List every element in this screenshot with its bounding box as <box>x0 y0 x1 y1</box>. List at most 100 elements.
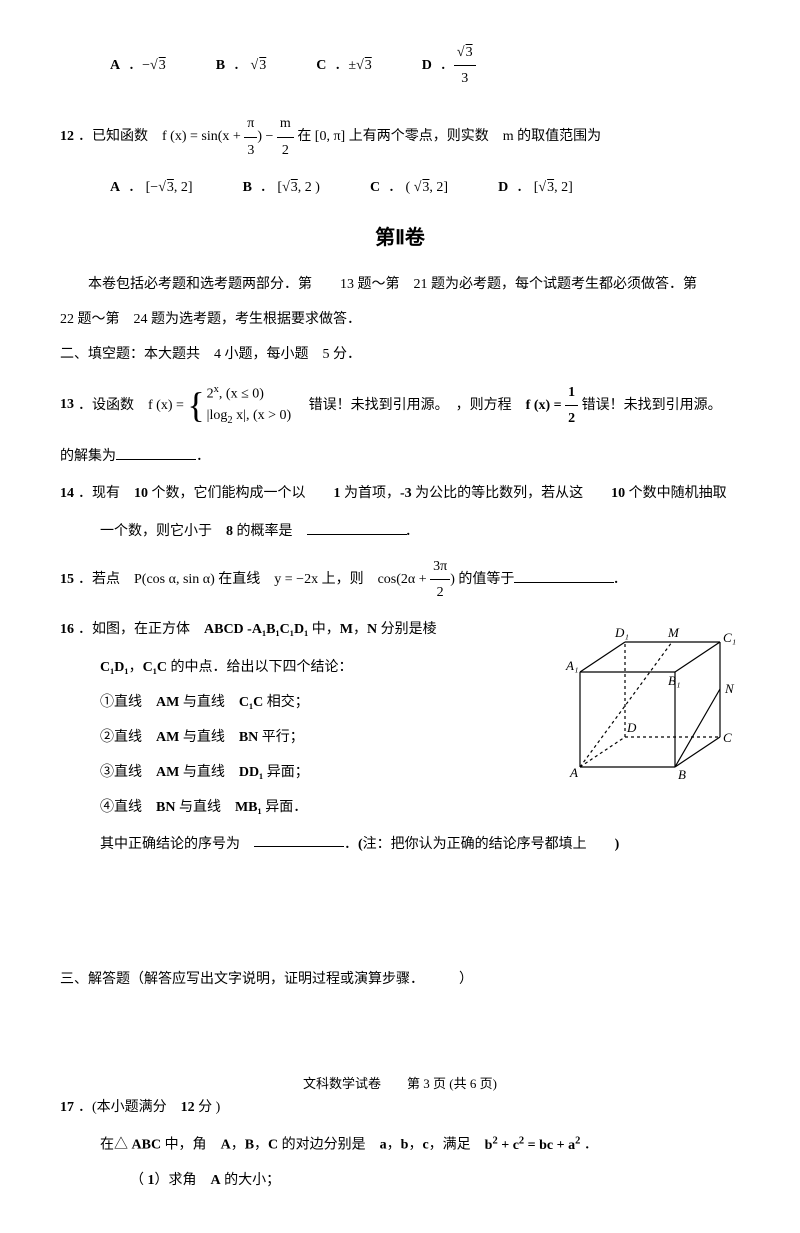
r2: , 2 ) <box>298 175 320 200</box>
choice-a: A． [−√3, 2] <box>110 175 193 200</box>
c: 与直线 <box>175 800 235 815</box>
part2-header: 二、填空题：本大题共 4 小题，每小题 5 分． <box>60 342 740 367</box>
q12-t1: ．已知函数 f (x) = sin(x + <box>78 129 244 144</box>
q17-sub1: （ 1）求角 A 的大小； <box>60 1168 740 1193</box>
t4: 分别是棱 <box>377 622 437 637</box>
t4: 为公比的等比数列，若从这 <box>412 486 612 501</box>
lb: B <box>243 175 252 200</box>
fd: 3 <box>244 138 257 163</box>
c: 与直线 <box>179 695 239 710</box>
choice-c: C． ±√3 <box>316 40 372 91</box>
t3: ， <box>353 622 367 637</box>
t1: ．现有 <box>78 486 134 501</box>
choice-d: D． [√3, 2] <box>498 175 573 200</box>
c: 与直线 <box>179 730 239 745</box>
t3: 为首项， <box>341 486 401 501</box>
ld: D <box>498 175 508 200</box>
b3: N <box>367 622 377 637</box>
q11-choices: A． −√3 B． √3 C． ±√3 D． √33 <box>60 40 740 91</box>
b1: ABCD -A₁B₁C₁D₁ <box>204 622 308 637</box>
t5: 个数中随机抽取 <box>625 486 727 501</box>
b1: 10 <box>134 486 148 501</box>
c2b: x <box>233 408 244 423</box>
lbl-N: N <box>724 681 735 696</box>
b: AM <box>156 695 179 710</box>
fill-blank <box>514 566 614 583</box>
lc: C <box>370 175 380 200</box>
b: AM <box>156 730 179 745</box>
fd: 2 <box>430 580 450 605</box>
r: 3 <box>290 175 298 200</box>
b: BN <box>156 800 175 815</box>
lbl-C1: C₁ <box>723 630 736 645</box>
label-c: C <box>316 53 326 78</box>
b: 中，角 <box>161 1138 221 1153</box>
n: 13 <box>60 392 74 417</box>
e: 异面． <box>262 800 308 815</box>
label-d: D <box>422 53 432 78</box>
t1: ．若点 P(cos α, sin α) 在直线 y = −2x 上，则 cos(… <box>78 572 430 587</box>
c4: 注：把你认为正确的结论序号都填上 <box>363 836 615 851</box>
neg: − <box>142 53 150 78</box>
lhs: f (x) = <box>526 397 565 412</box>
err2: 错误！未找到引用源。 <box>582 397 722 412</box>
l2b: ， <box>129 660 143 675</box>
la: A <box>110 175 120 200</box>
d: DD₁ <box>239 765 263 780</box>
c5: ) <box>615 836 620 851</box>
a: ③直线 <box>100 765 156 780</box>
en: 1 <box>565 380 578 406</box>
q13-line2: 的解集为 ． <box>60 443 740 469</box>
fill-blank <box>116 443 196 460</box>
d: A <box>211 1173 221 1188</box>
c: ）求角 <box>155 1173 211 1188</box>
e: 相交； <box>263 695 309 710</box>
b2: ABC <box>132 1138 162 1153</box>
b: 1 <box>148 1173 155 1188</box>
d: MB₁ <box>235 800 262 815</box>
ed: 2 <box>565 406 578 431</box>
lbl-C: C <box>723 730 732 745</box>
c: ， <box>231 1138 245 1153</box>
a: 在△ <box>100 1138 132 1153</box>
t3: 的解集为 <box>60 449 116 464</box>
choice-b: B． √3 <box>216 40 267 91</box>
i: ． <box>580 1138 598 1153</box>
lbl-A: A <box>569 765 578 780</box>
q14-line2: 一个数，则它小于 8 的概率是 . <box>60 518 740 544</box>
d: BN <box>239 730 258 745</box>
r: 3 <box>421 175 429 200</box>
q16-s4: ④直线 BN 与直线 MB₁ 异面． <box>60 795 740 820</box>
b3: -3 <box>400 486 412 501</box>
n: 16 <box>60 617 74 642</box>
d: ， <box>254 1138 268 1153</box>
c1: 其中正确结论的序号为 <box>100 836 254 851</box>
choice-c: C． ( √3, 2] <box>370 175 448 200</box>
fill-blank <box>254 831 344 848</box>
t4: ． <box>196 449 210 464</box>
b3: A <box>221 1138 231 1153</box>
b: AM <box>156 765 179 780</box>
d: C₁C <box>239 695 263 710</box>
e: 异面； <box>263 765 309 780</box>
err1: 错误！未找到引用源。 <box>309 397 442 412</box>
intro2: 22 题～第 24 题为选考题，考生根据要求做答． <box>60 307 740 332</box>
t1: ．如图，在正方体 <box>78 622 204 637</box>
section2-title: 第Ⅱ卷 <box>60 220 740 256</box>
l2c: . <box>407 524 411 539</box>
r: 3 <box>166 175 174 200</box>
c: 与直线 <box>179 765 239 780</box>
rad: 3 <box>158 53 166 78</box>
l2d: 的中点．给出以下四个结论： <box>167 660 353 675</box>
q12: 12 ．已知函数 f (x) = sin(x + π3) − m2 在 [0, … <box>60 111 740 162</box>
r2: , 2] <box>429 175 448 200</box>
part3-header: 三、解答题（解答应写出文字说明，证明过程或演算步骤． ） <box>60 967 740 992</box>
q16-concl: 其中正确结论的序号为 ．(注：把你认为正确的结论序号都填上 ) <box>60 831 740 857</box>
den: 3 <box>454 66 476 91</box>
a: ④直线 <box>100 800 156 815</box>
t2: 个数，它们能构成一个以 <box>148 486 334 501</box>
lbl-D1: D₁ <box>614 625 629 640</box>
q12-t3: 在 [0, π] 上有两个零点，则实数 m 的取值范围为 <box>294 129 601 144</box>
r2: , 2 <box>174 175 188 200</box>
lbl-B1: B₁ <box>668 673 680 688</box>
